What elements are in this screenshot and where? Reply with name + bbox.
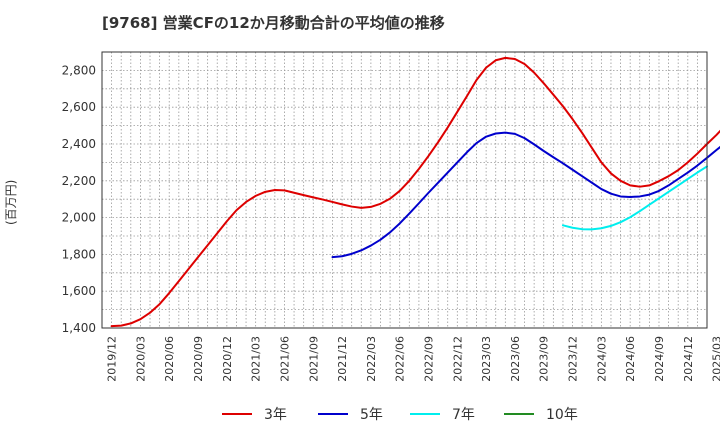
- x-tick-label: 2020/09: [192, 336, 205, 382]
- x-tick-label: 2021/03: [250, 336, 263, 382]
- y-tick-label: 2,000: [62, 211, 96, 225]
- x-tick-label: 2023/03: [480, 336, 493, 382]
- x-tick-label: 2021/12: [336, 336, 349, 382]
- plot-frame: [101, 51, 708, 329]
- y-tick-labels: 1,400 1,600 1,800 2,000 2,200 2,400 2,600 2,800: [62, 63, 96, 335]
- y-tick-label: 2,200: [62, 174, 96, 188]
- y-tick-label: 2,400: [62, 137, 96, 151]
- legend-label-7年: 7年: [452, 407, 475, 423]
- x-tick-label: 2022/06: [394, 336, 407, 382]
- x-tick-label: 2022/12: [451, 336, 464, 382]
- y-tick-label: 1,400: [62, 321, 96, 335]
- x-tick-label: 2024/03: [595, 336, 608, 382]
- y-tick-label: 2,800: [62, 63, 96, 77]
- legend-label-10年: 10年: [546, 407, 578, 423]
- x-tick-label: 2023/12: [567, 336, 580, 382]
- x-tick-label: 2024/06: [624, 336, 637, 382]
- x-tick-label: 2021/06: [278, 336, 291, 382]
- x-tick-label: 2020/12: [221, 336, 234, 382]
- series-line-3年: [110, 56, 720, 328]
- y-tick-label: 1,800: [62, 247, 96, 261]
- series-layer: [110, 56, 720, 328]
- x-tick-label: 2021/09: [307, 336, 320, 382]
- x-tick-label: 2022/03: [365, 336, 378, 382]
- y-tick-label: 1,600: [62, 284, 96, 298]
- series-line-7年: [561, 165, 708, 231]
- series-line-5年: [331, 131, 720, 259]
- x-tick-labels: 2019/12 2020/03 2020/06 2020/09 2020/12 2021/…: [106, 336, 720, 382]
- legend-label-5年: 5年: [360, 407, 383, 423]
- x-tick-label: 2024/09: [653, 336, 666, 382]
- x-tick-label: 2022/09: [423, 336, 436, 382]
- x-tick-label: 2023/06: [509, 336, 522, 382]
- x-tick-label: 2024/12: [682, 336, 695, 382]
- x-tick-label: 2020/03: [134, 336, 147, 382]
- grid-layer: [101, 51, 708, 329]
- y-tick-label: 2,600: [62, 100, 96, 114]
- legend-label-3年: 3年: [264, 407, 287, 423]
- chart-title: [9768] 営業CFの12か月移動合計の平均値の推移: [102, 14, 445, 32]
- legend: 3年 5年 7年 10年: [222, 407, 578, 423]
- x-tick-label: 2019/12: [106, 336, 119, 382]
- x-tick-label: 2020/06: [163, 336, 176, 382]
- x-tick-label: 2025/03: [711, 336, 720, 382]
- x-tick-label: 2023/09: [538, 336, 551, 382]
